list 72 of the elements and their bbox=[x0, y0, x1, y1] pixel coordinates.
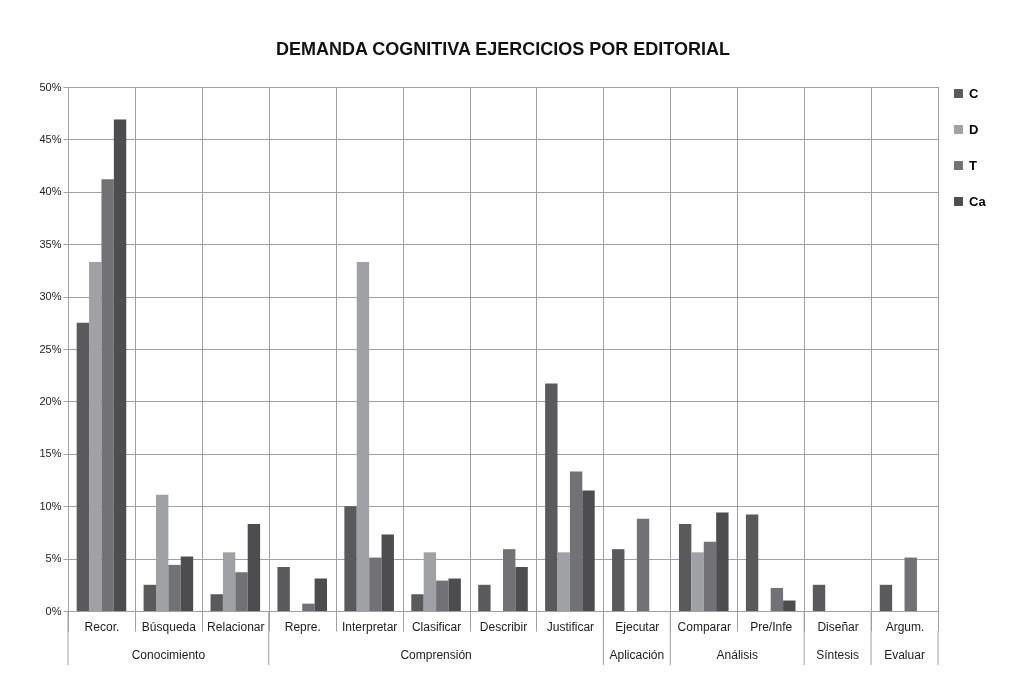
bar bbox=[277, 566, 290, 611]
x-tick-label: Recor. bbox=[84, 619, 120, 634]
legend-label: C bbox=[969, 85, 979, 101]
text: Aplicación bbox=[609, 648, 665, 662]
bar bbox=[247, 524, 261, 611]
x-tick-label: Argum. bbox=[885, 619, 925, 634]
bar bbox=[436, 580, 449, 611]
y-tick-label: 20% bbox=[39, 394, 62, 407]
bar bbox=[612, 549, 625, 611]
bar bbox=[678, 524, 692, 611]
bar bbox=[812, 584, 826, 611]
bar bbox=[76, 322, 90, 611]
bar bbox=[503, 549, 516, 611]
bar bbox=[703, 541, 717, 611]
y-tick-label: 5% bbox=[45, 552, 62, 565]
bar bbox=[302, 603, 315, 611]
y-tick-label: 35% bbox=[39, 237, 62, 250]
x-tick-label: Ejecutar bbox=[615, 619, 660, 634]
bar bbox=[411, 594, 424, 611]
y-tick-label: 45% bbox=[39, 132, 62, 145]
x-tick-label: Repre. bbox=[284, 619, 321, 634]
legend-label: Ca bbox=[969, 193, 987, 209]
chart-title: DEMANDA COGNITIVA EJERCICIOS POR EDITORIAL bbox=[275, 39, 731, 59]
y-tick-label: 0% bbox=[45, 604, 62, 617]
text: Síntesis bbox=[816, 648, 859, 662]
text: Análisis bbox=[716, 648, 758, 662]
bar bbox=[314, 578, 328, 611]
legend-label: T bbox=[969, 157, 977, 173]
bar bbox=[369, 557, 382, 611]
y-tick-label: 30% bbox=[39, 290, 62, 303]
x-tick-label: Pre/Infe bbox=[750, 619, 793, 634]
bar bbox=[515, 566, 528, 611]
bar bbox=[582, 490, 595, 611]
bar bbox=[143, 584, 156, 611]
y-tick-label: 10% bbox=[39, 499, 62, 512]
y-tick-label: 50% bbox=[39, 80, 62, 93]
y-tick-label: 15% bbox=[39, 447, 62, 460]
bar bbox=[783, 600, 796, 611]
bar bbox=[210, 594, 223, 611]
bar bbox=[113, 119, 127, 611]
bar bbox=[636, 518, 650, 611]
bar bbox=[168, 564, 181, 611]
legend-label: D bbox=[969, 121, 979, 137]
bar bbox=[691, 552, 704, 611]
bar bbox=[545, 383, 558, 611]
bar bbox=[904, 557, 917, 611]
text: Comprensión bbox=[400, 648, 472, 662]
bar bbox=[448, 578, 461, 611]
bar bbox=[770, 587, 784, 611]
bar bbox=[478, 584, 491, 611]
x-tick-label: Búsqueda bbox=[141, 619, 197, 634]
y-tick-label: 25% bbox=[39, 342, 62, 355]
x-tick-label: Interpretar bbox=[341, 619, 398, 634]
x-tick-label: Comparar bbox=[677, 619, 731, 634]
bar bbox=[879, 584, 893, 611]
bar bbox=[381, 534, 394, 611]
bar bbox=[716, 512, 729, 611]
bar bbox=[569, 471, 583, 611]
bar bbox=[235, 572, 248, 611]
bar bbox=[180, 556, 194, 611]
bar bbox=[101, 179, 114, 611]
bar bbox=[557, 552, 570, 611]
bar bbox=[745, 514, 759, 611]
text: Conocimiento bbox=[131, 648, 206, 662]
x-tick-label: Justificar bbox=[546, 619, 595, 634]
x-tick-label: Clasificar bbox=[411, 619, 462, 634]
x-tick-label: Relacionar bbox=[207, 619, 265, 634]
x-tick-label: Describir bbox=[479, 619, 528, 634]
text: Evaluar bbox=[884, 648, 925, 662]
bar bbox=[344, 506, 357, 611]
x-tick-label: Diseñar bbox=[817, 619, 859, 634]
y-tick-label: 40% bbox=[39, 185, 62, 198]
